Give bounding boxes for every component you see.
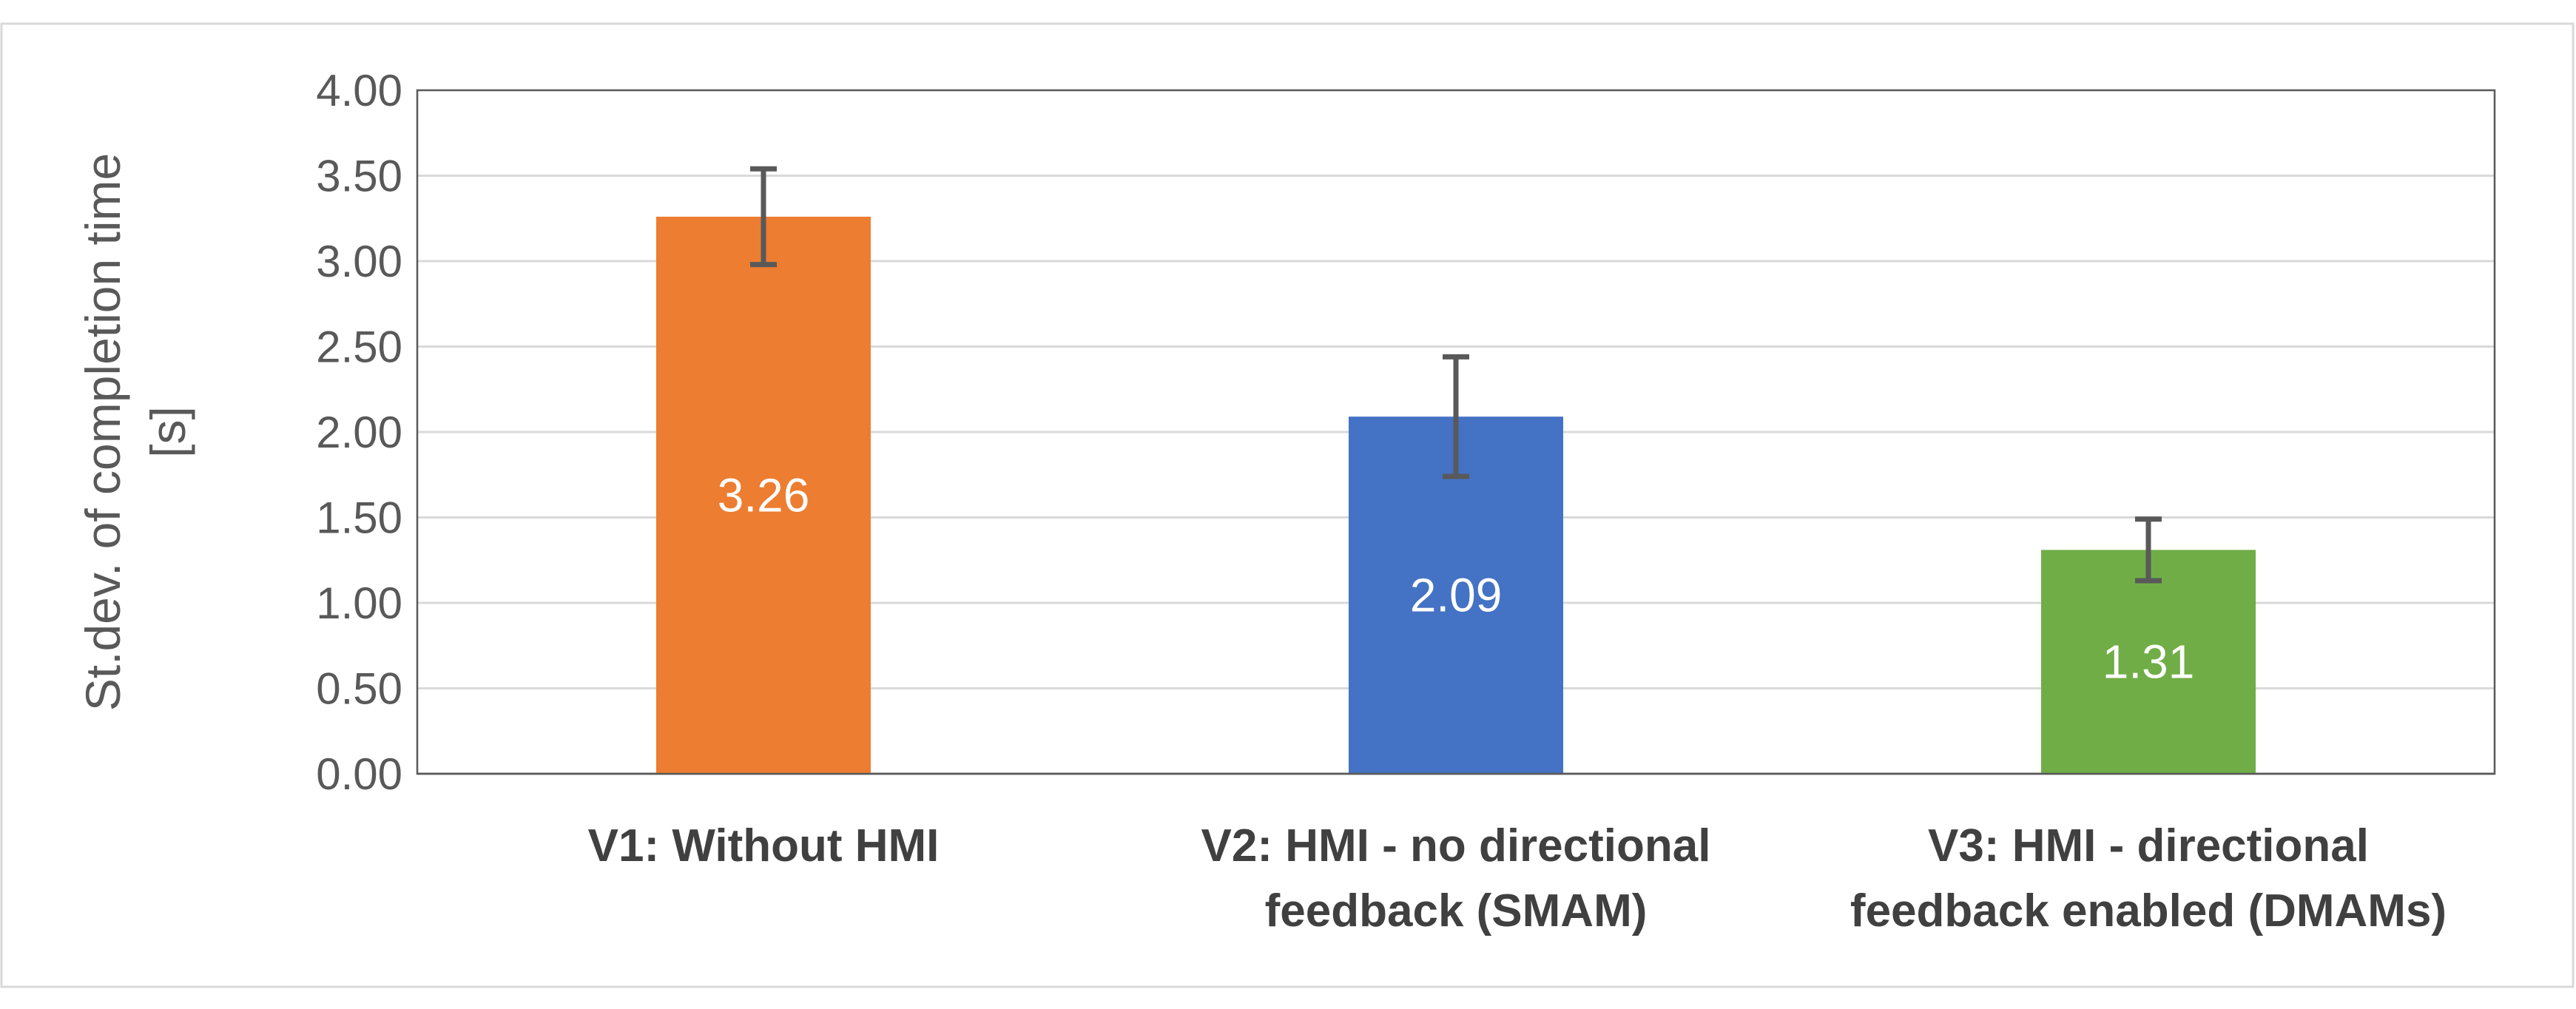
- category-labels: V1: Without HMI V2: HMI - no directional f…: [588, 820, 2447, 937]
- category-label: V3: HMI - directional: [1928, 820, 2369, 871]
- data-label: 2.09: [1410, 569, 1503, 622]
- y-tick-label: 4.00: [316, 66, 402, 115]
- y-tick-label: 1.50: [316, 493, 402, 543]
- category-label: feedback enabled (DMAMs): [1850, 885, 2447, 937]
- plot-area-border: [416, 89, 2496, 775]
- y-tick-label: 1.00: [316, 578, 402, 628]
- data-labels: 3.26 2.09 1.31: [718, 468, 2195, 688]
- bar: [2041, 550, 2256, 774]
- bar: [656, 216, 871, 774]
- y-tick-label: 3.00: [316, 237, 402, 286]
- chart-frame: [0, 22, 2575, 988]
- y-axis-title-line: St.dev. of completion time: [75, 153, 130, 711]
- category-label: V1: Without HMI: [588, 820, 940, 871]
- data-label: 3.26: [718, 468, 810, 522]
- error-bars: [750, 166, 2162, 584]
- y-axis-title-line: [s]: [141, 406, 195, 458]
- category-label: V2: HMI - no directional: [1201, 820, 1711, 871]
- y-tick-label: 2.50: [316, 323, 402, 372]
- y-tick-label: 0.50: [316, 664, 402, 714]
- y-tick-labels: 0.00 0.50 1.00 1.50 2.00 2.50 3.00 3.50 4.00: [316, 66, 402, 799]
- category-label: feedback (SMAM): [1265, 885, 1648, 937]
- y-tick-label: 3.50: [316, 152, 402, 201]
- data-label: 1.31: [2103, 635, 2195, 689]
- y-tick-label: 0.00: [316, 749, 402, 799]
- y-axis-title: St.dev. of completion time [s]: [75, 153, 195, 711]
- y-tick-label: 2.00: [316, 408, 402, 457]
